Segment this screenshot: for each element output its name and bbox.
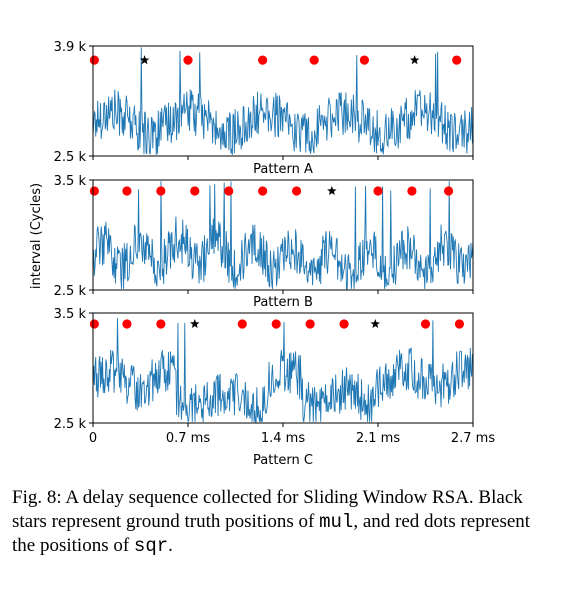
sqr-marker bbox=[156, 186, 166, 196]
sqr-marker bbox=[258, 55, 268, 65]
sqr-marker bbox=[224, 186, 234, 196]
sqr-marker bbox=[305, 319, 315, 329]
caption-text: Fig. 8: A delay sequence collected for S… bbox=[12, 487, 523, 532]
mul-star-marker bbox=[139, 55, 150, 65]
x-tick-label: 0.7 ms bbox=[166, 431, 210, 446]
sqr-marker bbox=[190, 186, 200, 196]
sqr-marker bbox=[89, 186, 99, 196]
x-tick-label: 2.7 ms bbox=[451, 431, 495, 446]
sqr-marker bbox=[373, 186, 383, 196]
sqr-marker bbox=[443, 186, 454, 196]
figure-caption: Fig. 8: A delay sequence collected for S… bbox=[12, 486, 558, 558]
x-axis: 0 0.7 ms 1.4 ms 2.1 ms 2.7 ms bbox=[89, 423, 495, 446]
y-axis-label: interval (Cycles) bbox=[29, 183, 44, 289]
sqr-marker bbox=[454, 319, 465, 329]
mul-star-marker bbox=[370, 319, 381, 329]
sqr-marker bbox=[291, 186, 302, 196]
y-tick-label: 2.5 k bbox=[54, 284, 87, 299]
sqr-marker bbox=[122, 319, 132, 329]
y-tick-label: 2.5 k bbox=[54, 150, 87, 165]
caption-code-sqr: sqr bbox=[133, 535, 169, 557]
panel-pattern-b: 3.5 k 2.5 k Pattern B bbox=[54, 174, 474, 310]
sqr-marker bbox=[237, 319, 247, 329]
mul-star-marker bbox=[327, 186, 337, 196]
sqr-marker bbox=[258, 186, 268, 196]
sqr-marker bbox=[309, 55, 319, 65]
sqr-marker bbox=[420, 319, 431, 329]
caption-text: , and red dots represent the positions o… bbox=[12, 511, 531, 556]
x-tick-label: 2.1 ms bbox=[356, 431, 400, 446]
y-tick-label: 3.5 k bbox=[54, 174, 87, 189]
interval-series-line bbox=[92, 318, 474, 423]
panel-pattern-c: 3.5 k 2.5 k 0 0.7 ms 1.4 ms 2.1 ms 2.7 ms Pa… bbox=[54, 307, 496, 468]
sqr-marker bbox=[183, 55, 193, 65]
sqr-marker bbox=[156, 319, 166, 329]
sqr-marker bbox=[339, 319, 349, 329]
sqr-marker bbox=[89, 55, 99, 65]
delay-sequence-figure: interval (Cycles) 3.9 k 2.5 k Pattern A … bbox=[29, 40, 496, 468]
panel-xlabel: Pattern B bbox=[253, 295, 313, 310]
panel-pattern-a: 3.9 k 2.5 k Pattern A bbox=[54, 40, 474, 177]
y-tick-label: 2.5 k bbox=[54, 417, 87, 432]
interval-series-line bbox=[92, 181, 474, 290]
mul-star-marker bbox=[190, 319, 200, 329]
caption-code-mul: mul bbox=[319, 511, 354, 533]
interval-series-line bbox=[92, 47, 474, 155]
panel-xlabel: Pattern A bbox=[253, 162, 313, 177]
caption-text: . bbox=[168, 535, 173, 556]
sqr-marker bbox=[271, 319, 281, 329]
panel-xlabel: Pattern C bbox=[253, 453, 313, 468]
x-tick-label: 1.4 ms bbox=[261, 431, 305, 446]
x-tick-label: 0 bbox=[89, 431, 97, 446]
y-tick-label: 3.5 k bbox=[54, 307, 87, 322]
y-tick-label: 3.9 k bbox=[54, 40, 87, 55]
sqr-marker bbox=[407, 186, 417, 196]
plot-frame bbox=[92, 312, 474, 424]
mul-star-marker bbox=[409, 55, 420, 65]
sqr-marker bbox=[452, 55, 462, 65]
sqr-marker bbox=[122, 186, 132, 196]
plot-frame bbox=[92, 179, 474, 291]
sqr-marker bbox=[89, 319, 99, 329]
sqr-marker bbox=[359, 55, 370, 65]
